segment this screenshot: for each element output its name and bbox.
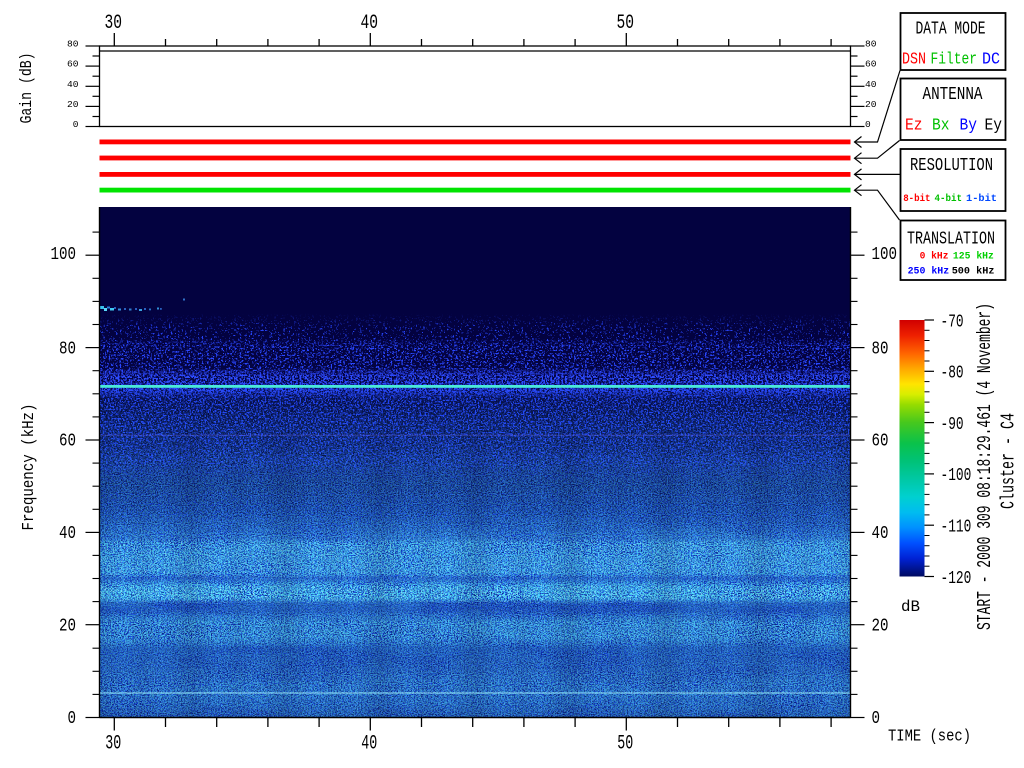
svg-text:Frequency (kHz): Frequency (kHz) [20, 404, 39, 531]
svg-text:80: 80 [872, 339, 889, 359]
svg-text:TRANSLATION: TRANSLATION [907, 230, 995, 250]
svg-text:20: 20 [872, 616, 889, 636]
svg-text:20: 20 [67, 99, 79, 110]
svg-text:40: 40 [361, 733, 377, 756]
svg-text:40: 40 [67, 79, 79, 90]
svg-text:80: 80 [865, 39, 877, 50]
svg-text:Bx: Bx [932, 115, 950, 134]
svg-text:80: 80 [59, 339, 76, 359]
svg-text:TIME (sec): TIME (sec) [888, 728, 971, 747]
svg-text:1-bit: 1-bit [966, 193, 997, 205]
svg-text:0: 0 [68, 709, 77, 729]
svg-text:0: 0 [865, 119, 871, 130]
svg-text:60: 60 [865, 59, 877, 70]
svg-text:100: 100 [872, 245, 898, 265]
svg-text:500 kHz: 500 kHz [952, 266, 995, 278]
svg-text:20: 20 [59, 616, 76, 636]
svg-text:RESOLUTION: RESOLUTION [910, 156, 993, 176]
svg-text:80: 80 [67, 39, 79, 50]
svg-text:dB: dB [901, 598, 920, 616]
svg-text:100: 100 [51, 245, 77, 265]
svg-text:20: 20 [865, 99, 877, 110]
svg-text:DC: DC [982, 50, 1000, 69]
svg-text:250 kHz: 250 kHz [908, 266, 950, 278]
svg-text:-110: -110 [941, 518, 972, 538]
svg-text:8-bit: 8-bit [903, 193, 930, 205]
svg-text:DSN: DSN [902, 50, 926, 69]
svg-text:Ey: Ey [985, 115, 1003, 134]
svg-text:0: 0 [73, 119, 79, 130]
svg-text:-120: -120 [941, 569, 972, 589]
svg-text:50: 50 [617, 12, 635, 35]
svg-text:30: 30 [105, 733, 121, 756]
svg-text:DATA MODE: DATA MODE [916, 20, 986, 40]
svg-text:0 kHz: 0 kHz [920, 250, 949, 262]
svg-text:Cluster - C4: Cluster - C4 [998, 413, 1020, 509]
svg-text:40: 40 [872, 524, 889, 544]
svg-text:50: 50 [617, 733, 633, 756]
svg-text:-80: -80 [941, 364, 964, 384]
svg-text:60: 60 [872, 432, 889, 452]
svg-text:40: 40 [865, 79, 877, 90]
svg-text:60: 60 [59, 432, 76, 452]
svg-text:125 kHz: 125 kHz [953, 250, 994, 262]
svg-text:Ez: Ez [905, 115, 923, 134]
svg-text:-100: -100 [941, 466, 972, 486]
svg-text:START - 2000 309 08:18:29.461: START - 2000 309 08:18:29.461 (4 Novembe… [974, 303, 996, 630]
svg-text:4-bit: 4-bit [935, 193, 963, 205]
svg-text:-90: -90 [941, 415, 964, 435]
svg-text:Gain (dB): Gain (dB) [18, 53, 37, 124]
svg-text:0: 0 [872, 709, 881, 729]
svg-text:30: 30 [105, 12, 123, 35]
svg-text:Filter: Filter [931, 50, 978, 69]
svg-text:By: By [960, 115, 978, 134]
svg-text:40: 40 [59, 524, 76, 544]
svg-text:-70: -70 [941, 312, 964, 332]
svg-text:60: 60 [67, 59, 79, 70]
svg-text:ANTENNA: ANTENNA [923, 85, 983, 105]
svg-text:40: 40 [361, 12, 379, 35]
